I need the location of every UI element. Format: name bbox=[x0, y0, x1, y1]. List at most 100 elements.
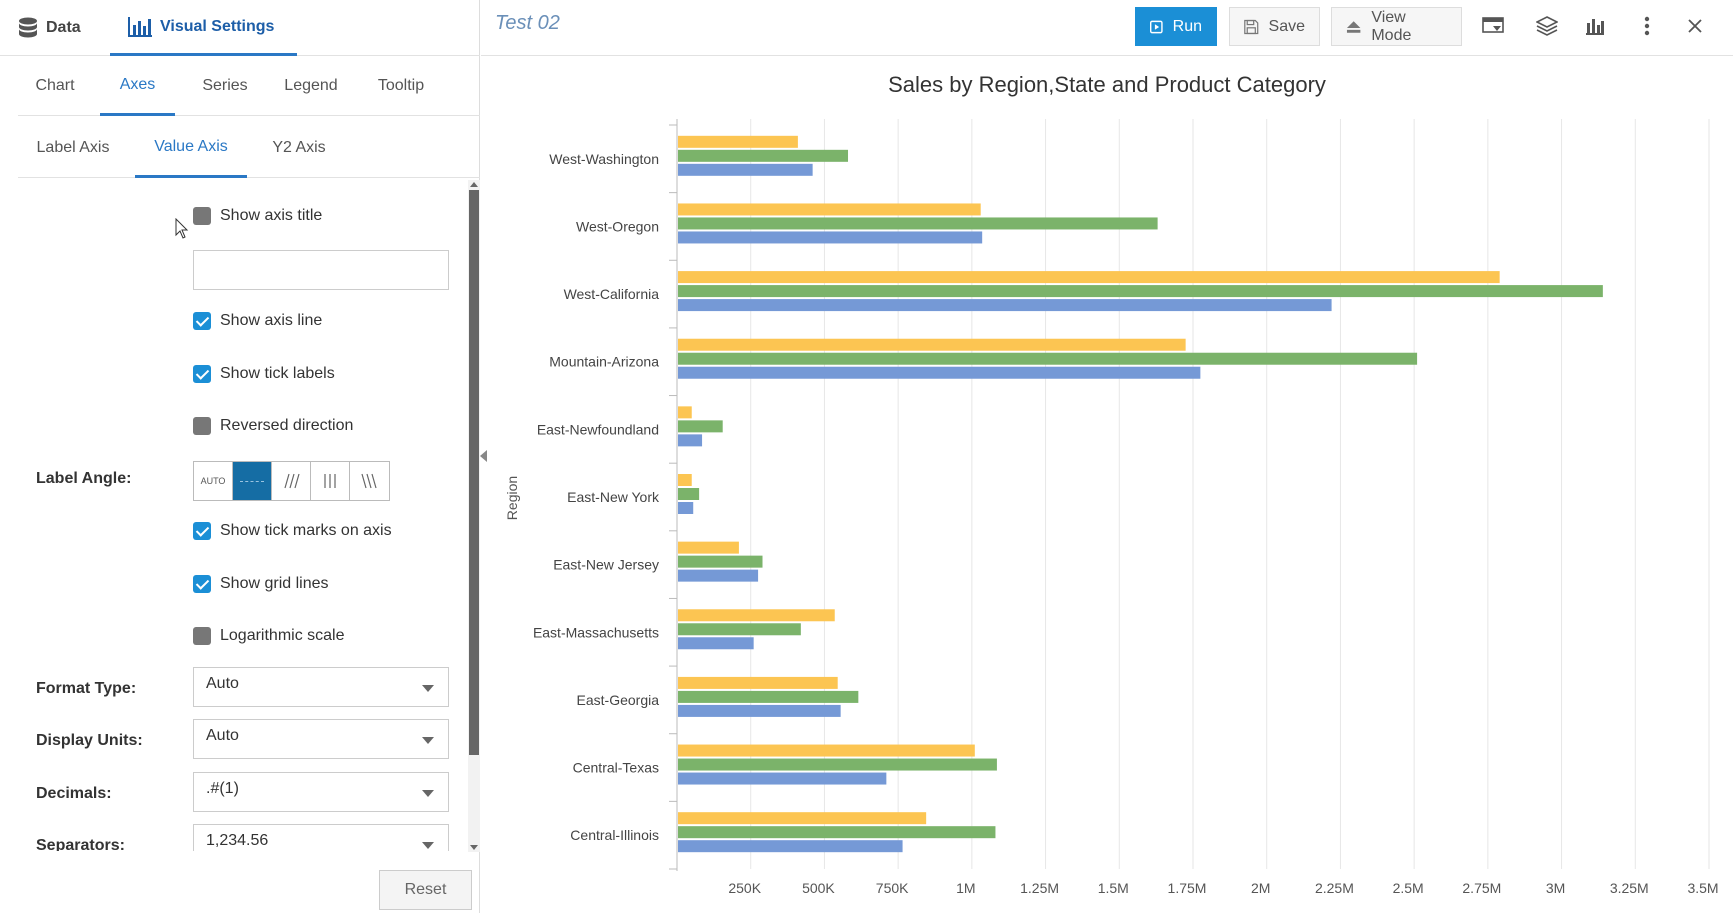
bar[interactable] bbox=[678, 812, 927, 825]
label-angle-label: Label Angle: bbox=[36, 470, 132, 487]
bar[interactable] bbox=[678, 488, 700, 500]
checkbox-checked-icon bbox=[193, 522, 211, 540]
show-tick-marks-checkbox[interactable]: Show tick marks on axis bbox=[193, 522, 392, 540]
bar[interactable] bbox=[678, 704, 841, 717]
bar[interactable] bbox=[678, 541, 739, 554]
label-angle-buttons: AUTO bbox=[193, 461, 390, 501]
angle-horizontal-button[interactable] bbox=[233, 462, 272, 500]
tab-axes[interactable]: Axes bbox=[100, 56, 175, 116]
more-vertical-icon[interactable] bbox=[1635, 14, 1659, 38]
bar[interactable] bbox=[678, 149, 849, 162]
bar[interactable] bbox=[678, 406, 692, 419]
reset-button[interactable]: Reset bbox=[379, 870, 472, 910]
category-label: Central-Illinois bbox=[570, 827, 659, 843]
x-tick-label: 2.75M bbox=[1462, 880, 1501, 896]
tab-label-axis[interactable]: Label Axis bbox=[36, 139, 110, 156]
tab-legend[interactable]: Legend bbox=[284, 77, 338, 94]
diagonal-lines-icon bbox=[284, 473, 300, 489]
reverse-diagonal-lines-icon bbox=[360, 473, 377, 489]
angle-vertical-button[interactable] bbox=[311, 462, 350, 500]
save-button[interactable]: Save bbox=[1229, 7, 1320, 46]
layers-icon[interactable] bbox=[1535, 14, 1559, 38]
bar[interactable] bbox=[678, 231, 983, 244]
filter-panel-icon[interactable] bbox=[1481, 14, 1505, 38]
run-button[interactable]: Run bbox=[1135, 7, 1217, 46]
scrollbar-thumb[interactable] bbox=[469, 190, 479, 755]
tab-data[interactable]: Data bbox=[18, 0, 81, 56]
category-label: West-California bbox=[564, 286, 660, 302]
category-label: West-Washington bbox=[549, 151, 659, 167]
chart-type-icon[interactable] bbox=[1583, 14, 1607, 38]
bar[interactable] bbox=[678, 217, 1158, 230]
settings-scrollbar[interactable] bbox=[468, 180, 480, 852]
top-tabs: Data Visual Settings bbox=[0, 0, 480, 56]
reversed-direction-checkbox[interactable]: Reversed direction bbox=[193, 417, 353, 435]
bar[interactable] bbox=[678, 826, 996, 839]
show-axis-line-checkbox[interactable]: Show axis line bbox=[193, 312, 322, 330]
eject-icon bbox=[1346, 20, 1361, 33]
show-axis-title-checkbox[interactable]: Show axis title bbox=[193, 207, 322, 225]
settings-list: Show axis title Show axis line Show tick… bbox=[0, 178, 480, 851]
format-type-select[interactable]: Auto bbox=[193, 667, 449, 707]
x-tick-label: 2M bbox=[1251, 880, 1270, 896]
bar[interactable] bbox=[678, 203, 981, 216]
bar[interactable] bbox=[678, 676, 838, 689]
bar[interactable] bbox=[678, 502, 694, 514]
format-type-label: Format Type: bbox=[36, 680, 137, 697]
chevron-down-icon bbox=[422, 790, 434, 797]
bar[interactable] bbox=[678, 690, 859, 703]
bar[interactable] bbox=[678, 271, 1500, 284]
scroll-up-icon[interactable] bbox=[470, 182, 478, 187]
tab-value-axis[interactable]: Value Axis bbox=[135, 118, 247, 178]
grid-lines bbox=[750, 119, 1710, 869]
bar[interactable] bbox=[678, 772, 887, 785]
axis-title-input[interactable] bbox=[193, 250, 449, 290]
collapse-panel-icon[interactable] bbox=[480, 450, 487, 462]
tab-tooltip[interactable]: Tooltip bbox=[377, 77, 425, 94]
bar[interactable] bbox=[678, 555, 763, 568]
bar[interactable] bbox=[678, 474, 692, 486]
close-icon[interactable] bbox=[1683, 14, 1707, 38]
tab-visual-settings-label: Visual Settings bbox=[160, 17, 275, 35]
bar[interactable] bbox=[678, 366, 1201, 379]
display-units-select[interactable]: Auto bbox=[193, 719, 449, 759]
settings-sub-tabs: Chart Axes Series Legend Tooltip bbox=[18, 56, 480, 116]
tab-visual-settings[interactable]: Visual Settings bbox=[110, 0, 297, 56]
show-tick-labels-checkbox[interactable]: Show tick labels bbox=[193, 365, 335, 383]
bar[interactable] bbox=[678, 285, 1603, 298]
logarithmic-scale-checkbox[interactable]: Logarithmic scale bbox=[193, 627, 345, 645]
show-axis-line-label: Show axis line bbox=[220, 312, 323, 329]
bar[interactable] bbox=[678, 623, 801, 636]
bar[interactable] bbox=[678, 434, 703, 447]
show-grid-lines-checkbox[interactable]: Show grid lines bbox=[193, 575, 329, 593]
bar[interactable] bbox=[678, 299, 1332, 312]
angle-auto-button[interactable]: AUTO bbox=[194, 462, 233, 500]
bar[interactable] bbox=[678, 163, 813, 176]
show-grid-lines-label: Show grid lines bbox=[220, 575, 329, 592]
separators-select[interactable]: 1,234.56 bbox=[193, 824, 449, 851]
tab-chart[interactable]: Chart bbox=[35, 77, 75, 94]
bar[interactable] bbox=[678, 637, 754, 650]
scroll-down-icon[interactable] bbox=[470, 845, 478, 850]
save-icon bbox=[1244, 19, 1259, 34]
checkbox-icon bbox=[193, 417, 211, 435]
decimals-select[interactable]: .#(1) bbox=[193, 772, 449, 812]
bar[interactable] bbox=[678, 338, 1186, 351]
bar[interactable] bbox=[678, 352, 1418, 365]
angle-reverse-diagonal-button[interactable] bbox=[350, 462, 389, 500]
view-mode-button[interactable]: View Mode bbox=[1331, 7, 1462, 46]
x-tick-label: 3.5M bbox=[1687, 880, 1718, 896]
x-tick-label: 3M bbox=[1546, 880, 1565, 896]
bar[interactable] bbox=[678, 744, 975, 757]
document-title: Test 02 bbox=[495, 12, 560, 34]
bar[interactable] bbox=[678, 569, 759, 582]
bar[interactable] bbox=[678, 420, 723, 433]
bar[interactable] bbox=[678, 609, 835, 622]
angle-diagonal-button[interactable] bbox=[272, 462, 311, 500]
x-tick-label: 1M bbox=[956, 880, 975, 896]
tab-y2-axis[interactable]: Y2 Axis bbox=[272, 139, 326, 156]
bar[interactable] bbox=[678, 840, 903, 853]
tab-series[interactable]: Series bbox=[202, 77, 248, 94]
bar[interactable] bbox=[678, 758, 997, 771]
bar[interactable] bbox=[678, 135, 798, 148]
